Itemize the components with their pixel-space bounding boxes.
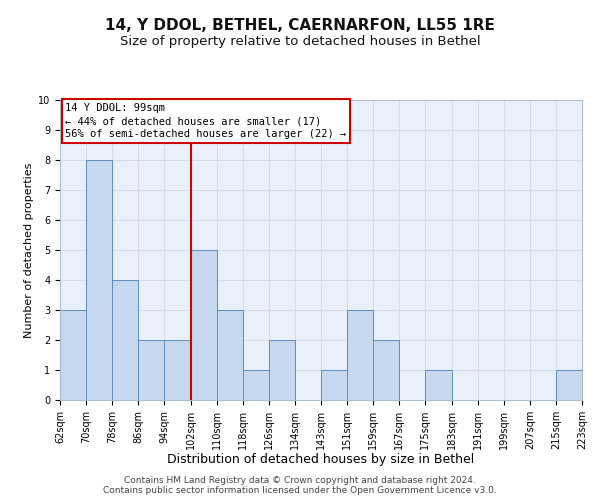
Bar <box>112 280 139 400</box>
Text: Contains HM Land Registry data © Crown copyright and database right 2024.: Contains HM Land Registry data © Crown c… <box>124 476 476 485</box>
Bar <box>86 160 112 400</box>
Bar <box>269 340 295 400</box>
Bar <box>373 340 400 400</box>
Bar <box>556 370 582 400</box>
Bar <box>243 370 269 400</box>
Bar <box>425 370 452 400</box>
Bar <box>191 250 217 400</box>
Text: 14 Y DDOL: 99sqm
← 44% of detached houses are smaller (17)
56% of semi-detached : 14 Y DDOL: 99sqm ← 44% of detached house… <box>65 103 346 140</box>
Text: Contains public sector information licensed under the Open Government Licence v3: Contains public sector information licen… <box>103 486 497 495</box>
Bar <box>347 310 373 400</box>
Y-axis label: Number of detached properties: Number of detached properties <box>24 162 34 338</box>
Text: Size of property relative to detached houses in Bethel: Size of property relative to detached ho… <box>119 35 481 48</box>
Bar <box>164 340 191 400</box>
X-axis label: Distribution of detached houses by size in Bethel: Distribution of detached houses by size … <box>167 454 475 466</box>
Bar <box>321 370 347 400</box>
Bar <box>217 310 243 400</box>
Bar <box>60 310 86 400</box>
Bar <box>139 340 164 400</box>
Text: 14, Y DDOL, BETHEL, CAERNARFON, LL55 1RE: 14, Y DDOL, BETHEL, CAERNARFON, LL55 1RE <box>105 18 495 32</box>
